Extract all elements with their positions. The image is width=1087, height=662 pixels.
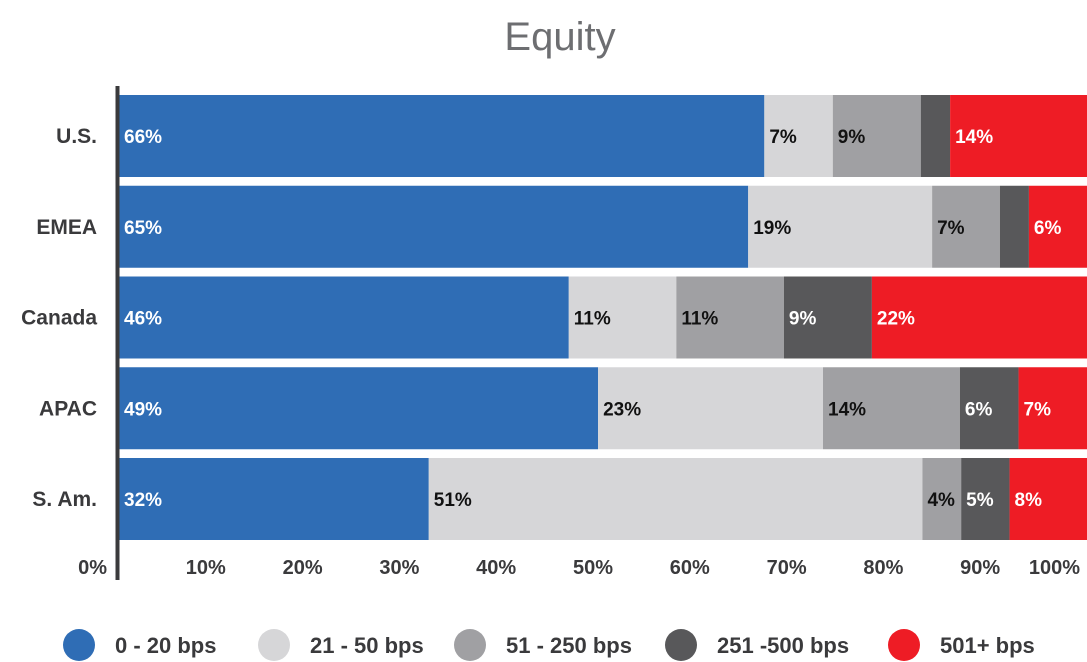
chart-title: Equity	[504, 15, 615, 59]
bar-segment	[932, 185, 1000, 268]
data-label: 32%	[124, 490, 162, 511]
data-label: 9%	[838, 127, 866, 148]
bar-segment	[920, 95, 951, 177]
legend-label: 51 - 250 bps	[506, 633, 632, 658]
data-label: 5%	[966, 490, 994, 511]
legend-swatch	[665, 629, 697, 661]
x-tick-label: 90%	[960, 557, 1000, 579]
bar-segment	[676, 276, 784, 359]
x-tick-label: 30%	[379, 557, 419, 579]
bar-segment	[119, 458, 429, 540]
bar-segment	[823, 367, 960, 450]
bar-segment	[950, 95, 1087, 177]
bar-segment	[1009, 458, 1087, 540]
data-label: 8%	[1015, 490, 1043, 511]
x-tick-label: 40%	[476, 557, 516, 579]
bar-segment	[1028, 185, 1087, 268]
bars-group	[119, 95, 1087, 540]
bar-segment	[119, 276, 569, 359]
legend-swatch	[454, 629, 486, 661]
legend-swatch	[888, 629, 920, 661]
bar-segment	[961, 458, 1010, 540]
x-tick-label: 60%	[670, 557, 710, 579]
bar-segment	[568, 276, 677, 359]
x-tick-label: 80%	[863, 557, 903, 579]
bar-segment	[748, 185, 933, 268]
x-tick-label: 0%	[78, 557, 107, 579]
category-label: EMEA	[36, 216, 97, 239]
data-label: 49%	[124, 399, 162, 420]
data-label: 14%	[828, 399, 866, 420]
legend: 0 - 20 bps 21 - 50 bps 51 - 250 bps 251 -50…	[63, 629, 1035, 661]
x-tick-labels-group: 0% 10% 20% 30% 40% 50% 60% 70% 80% 90% 100%	[78, 557, 1080, 579]
data-label: 7%	[1024, 399, 1052, 420]
x-tick-label: 50%	[573, 557, 613, 579]
data-label: 46%	[124, 309, 162, 330]
legend-swatch	[258, 629, 290, 661]
data-labels-group: 66% 7% 9% 14% 65% 19% 7% 6% 46% 11% 11% 9% 22% 49% 23%…	[124, 127, 1061, 511]
data-label: 11%	[574, 309, 611, 330]
bar-segment	[783, 276, 872, 359]
bar-segment	[598, 367, 823, 450]
x-tick-label: 10%	[186, 557, 226, 579]
data-label: 11%	[681, 309, 718, 330]
x-tick-label: 20%	[283, 557, 323, 579]
data-label: 65%	[124, 218, 162, 239]
x-tick-label: 100%	[1029, 557, 1080, 579]
data-label: 66%	[124, 127, 162, 148]
data-label: 19%	[753, 218, 791, 239]
data-label: 7%	[937, 218, 965, 239]
bar-segment	[119, 185, 749, 268]
data-label: 7%	[769, 127, 797, 148]
legend-label: 501+ bps	[940, 633, 1035, 658]
legend-label: 21 - 50 bps	[310, 633, 424, 658]
category-label: Canada	[21, 307, 97, 330]
bar-segment	[871, 276, 1087, 359]
bar-segment	[959, 367, 1019, 450]
bar-segment	[1018, 367, 1087, 450]
data-label: 6%	[965, 399, 993, 420]
data-label: 14%	[955, 127, 993, 148]
data-label: 23%	[603, 399, 641, 420]
data-label: 6%	[1034, 218, 1062, 239]
category-label: S. Am.	[32, 488, 97, 511]
bar-segment	[428, 458, 923, 540]
legend-label: 251 -500 bps	[717, 633, 849, 658]
legend-label: 0 - 20 bps	[115, 633, 216, 658]
bar-segment	[999, 185, 1029, 268]
data-label: 4%	[927, 490, 955, 511]
category-labels-group: U.S. EMEA Canada APAC S. Am.	[21, 125, 97, 511]
x-tick-label: 70%	[767, 557, 807, 579]
bar-segment	[922, 458, 962, 540]
data-label: 9%	[789, 309, 817, 330]
bar-segment	[832, 95, 921, 177]
legend-swatch	[63, 629, 95, 661]
bar-segment	[119, 367, 599, 450]
category-label: U.S.	[56, 125, 97, 148]
category-label: APAC	[39, 397, 97, 420]
data-label: 51%	[434, 490, 472, 511]
bar-segment	[764, 95, 833, 177]
data-label: 22%	[877, 309, 915, 330]
bar-segment	[119, 95, 765, 177]
